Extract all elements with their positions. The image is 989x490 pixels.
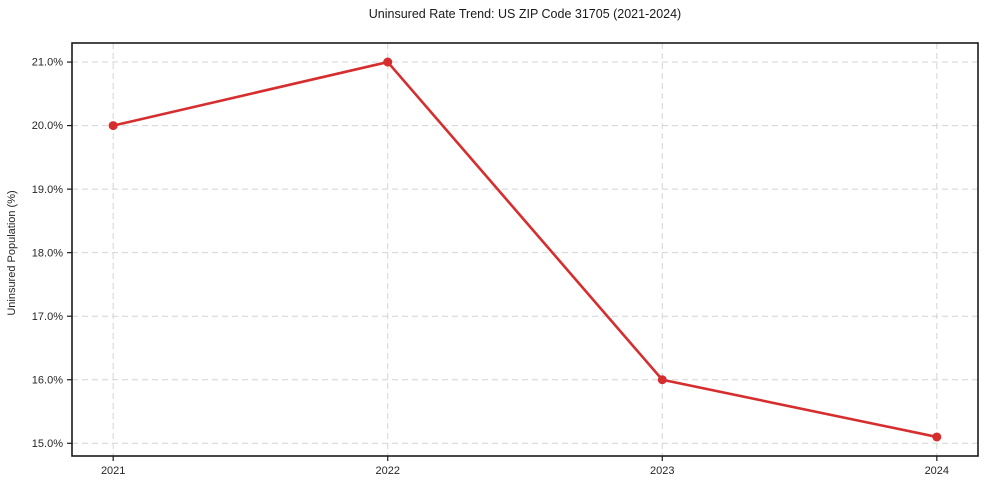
x-tick-label: 2023: [650, 465, 674, 477]
trend-line: [111, 60, 939, 439]
y-tick-label: 20.0%: [32, 120, 63, 132]
x-tick-label: 2024: [925, 465, 949, 477]
chart-title: Uninsured Rate Trend: US ZIP Code 31705 …: [368, 7, 682, 21]
y-tick-label: 17.0%: [32, 311, 63, 323]
y-tick-label: 16.0%: [32, 374, 63, 386]
y-axis-label-text: Uninsured Population (%): [6, 190, 18, 316]
y-tick-label: 15.0%: [32, 438, 63, 450]
y-tick-label: 19.0%: [32, 184, 63, 196]
x-tick-label: 2021: [101, 465, 125, 477]
data-point: [383, 57, 393, 67]
x-tick-label: 2022: [375, 465, 399, 477]
data-point: [932, 432, 942, 442]
plot-border: [71, 42, 979, 457]
data-point: [657, 375, 667, 385]
y-tick-label: 21.0%: [32, 57, 63, 69]
data-point: [108, 121, 118, 131]
y-tick-label: 18.0%: [32, 247, 63, 259]
